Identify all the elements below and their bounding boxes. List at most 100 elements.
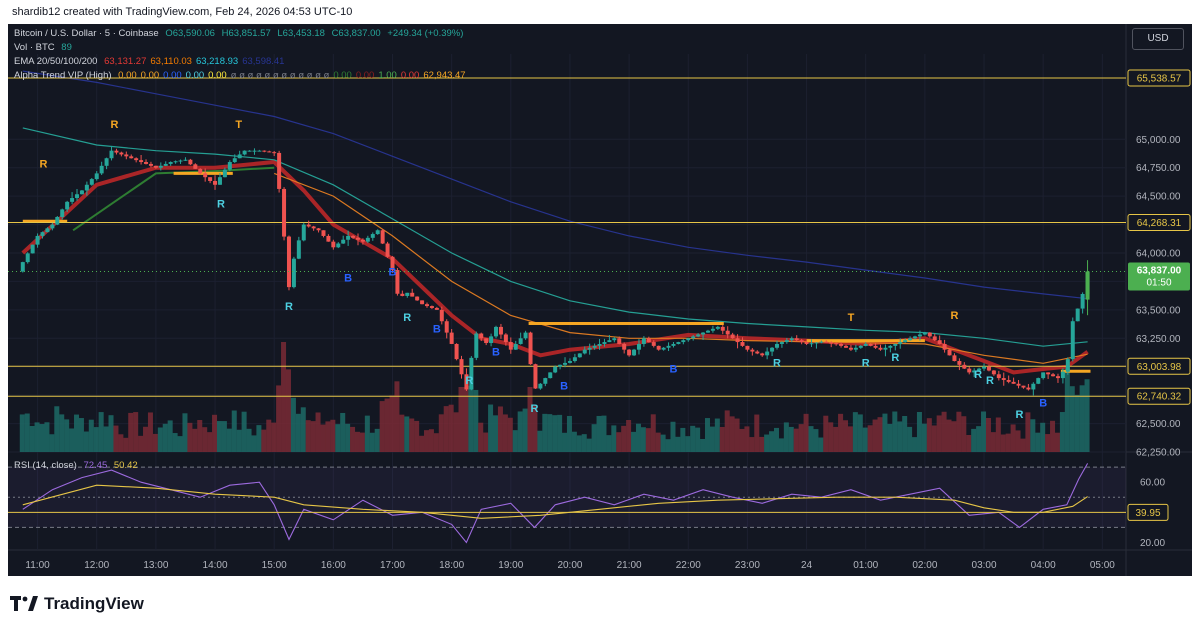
volume-bar	[793, 428, 799, 452]
volume-bar	[852, 412, 858, 452]
candle-body	[321, 230, 326, 236]
signal-label-r: R	[285, 301, 293, 313]
volume-label[interactable]: Vol · BTC	[14, 42, 55, 53]
candle-body	[252, 150, 257, 152]
volume-bar	[246, 428, 252, 452]
alpha-trend-legend: Alpha Trend VIP (High) 0.00 0.00 0.00 0.00 0…	[14, 70, 470, 81]
candle-body	[691, 336, 696, 339]
rsi-label[interactable]: RSI (14, close)	[14, 460, 77, 471]
volume-bar	[778, 438, 784, 452]
candle-body	[198, 168, 203, 174]
volume-bar	[167, 420, 173, 452]
signal-label-b: B	[344, 272, 352, 284]
volume-bar	[941, 411, 947, 452]
candle-body	[898, 342, 903, 344]
price-level-tag	[1127, 357, 1191, 375]
price-chart[interactable]: 11:00 12:00 13:00 14:00 15:00 16:00 17:00 18:00…	[8, 24, 1192, 576]
candle-body	[676, 342, 681, 344]
candle-body	[148, 163, 153, 166]
volume-bar	[685, 436, 691, 452]
candle-body	[986, 366, 991, 371]
volume-bar	[78, 418, 84, 452]
ema-value: 63,110.03	[150, 56, 192, 67]
price-level-label: 63,003.98	[1137, 362, 1182, 373]
volume-bar	[147, 412, 153, 452]
candle-body	[799, 340, 804, 343]
candle-body	[858, 345, 863, 348]
volume-bar	[59, 414, 65, 452]
volume-bar	[320, 424, 326, 452]
bar-countdown: 01:50	[1146, 278, 1171, 289]
candle-body	[183, 159, 188, 161]
candle-body	[257, 150, 262, 152]
candle-body	[942, 343, 947, 350]
candle-body	[139, 160, 144, 163]
chart-credit: shardib12 created with TradingView.com, …	[12, 6, 353, 18]
candle-body	[839, 343, 844, 346]
volume-bar	[1010, 424, 1016, 452]
candle-body	[124, 154, 129, 157]
alpha-trend-value: 0.00	[208, 70, 227, 81]
alpha-trend-label[interactable]: Alpha Trend VIP (High)	[14, 70, 112, 81]
volume-bar	[517, 411, 523, 452]
candle-body	[508, 342, 513, 350]
candle-body	[587, 347, 592, 350]
candle-body	[316, 228, 321, 231]
volume-bar	[616, 432, 622, 452]
volume-bar	[818, 437, 824, 452]
price-axis[interactable]	[1126, 24, 1192, 576]
currency-button[interactable]: USD	[1132, 28, 1184, 50]
rsi-ma-value: 50.42	[113, 460, 138, 471]
last-candle-body	[1085, 271, 1090, 300]
volume-value: 89	[61, 42, 72, 53]
volume-bar	[650, 414, 656, 452]
last-price-label: 63,837.00	[1137, 266, 1182, 277]
signal-label-r: R	[217, 199, 225, 211]
ema-label[interactable]: EMA 20/50/100/200	[14, 56, 98, 67]
volume-bar	[645, 428, 651, 452]
candle-body	[696, 334, 701, 337]
volume-bar	[759, 436, 765, 452]
volume-bar	[769, 431, 775, 452]
volume-bar	[39, 424, 45, 452]
y-tick-label: 63,500.00	[1136, 305, 1181, 316]
volume-bar	[976, 426, 982, 452]
volume-bar	[882, 413, 888, 452]
symbol-name[interactable]: Bitcoin / U.S. Dollar · 5 · Coinbase	[14, 28, 159, 39]
candle-body	[720, 326, 725, 331]
price-level-tag	[1127, 213, 1191, 231]
volume-bar	[887, 423, 893, 452]
volume-bar	[256, 425, 262, 452]
candle-body	[774, 343, 779, 348]
volume-bar	[626, 419, 632, 452]
candle-body	[730, 334, 735, 339]
candle-body	[922, 332, 927, 335]
candle-body	[844, 345, 849, 348]
candle-body	[479, 333, 484, 339]
candle-body	[286, 236, 291, 288]
candle-body	[789, 338, 794, 341]
volume-bar	[251, 435, 257, 452]
chart-area[interactable]: 11:00 12:00 13:00 14:00 15:00 16:00 17:00 18:00…	[8, 24, 1192, 576]
volume-bar	[709, 426, 715, 452]
x-tick-label: 22:00	[676, 560, 701, 571]
candle-body	[868, 343, 873, 346]
candle-body	[804, 342, 809, 344]
volume-bar	[231, 410, 237, 452]
candle-body	[114, 150, 119, 153]
candle-body	[232, 158, 237, 163]
candle-body	[498, 326, 503, 335]
candle-body	[834, 343, 839, 345]
candle-body	[75, 194, 80, 199]
volume-bar	[606, 435, 612, 452]
candle-body	[927, 332, 932, 337]
volume-bar	[221, 421, 227, 452]
volume-bar	[177, 436, 183, 452]
volume-bar	[98, 412, 104, 452]
candle-body	[641, 338, 646, 344]
candle-body	[60, 209, 65, 217]
volume-bar	[921, 423, 927, 452]
candle-body	[277, 152, 282, 189]
volume-bar	[108, 415, 114, 452]
ema-value: 63,218.93	[195, 56, 239, 67]
